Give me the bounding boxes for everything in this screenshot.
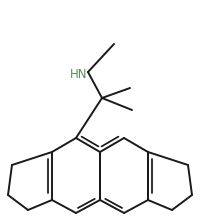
Text: HN: HN [70, 67, 88, 81]
